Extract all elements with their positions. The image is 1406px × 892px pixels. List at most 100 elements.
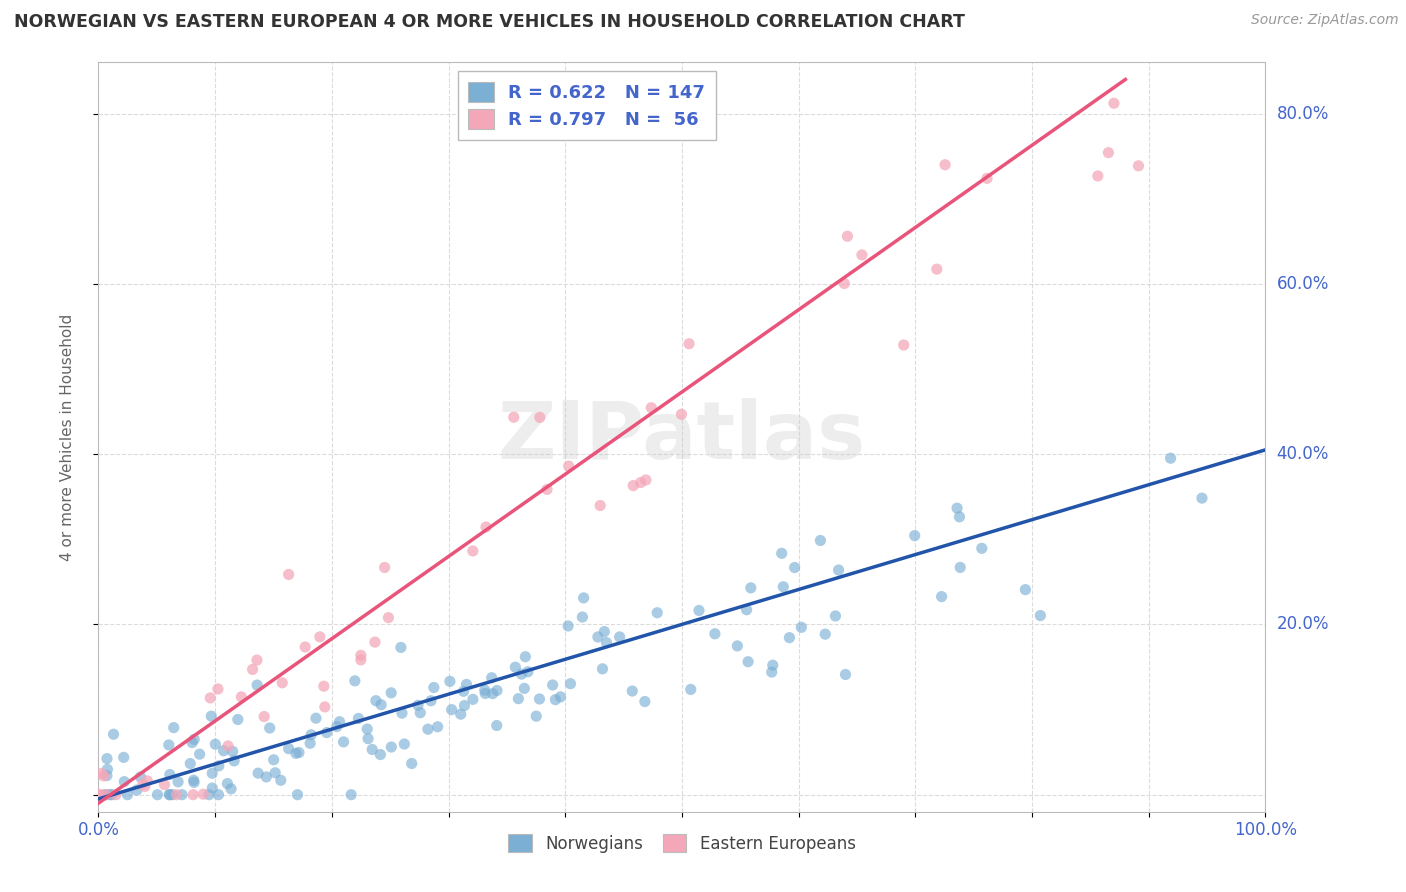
Point bbox=[502, 410, 524, 425]
Point bbox=[1128, 159, 1150, 173]
Point bbox=[340, 788, 363, 802]
Point bbox=[688, 603, 710, 617]
Point bbox=[308, 630, 330, 644]
Point bbox=[513, 681, 536, 696]
Point bbox=[90, 766, 112, 780]
Point bbox=[931, 590, 953, 604]
Point bbox=[312, 679, 335, 693]
Text: ZIPatlas: ZIPatlas bbox=[498, 398, 866, 476]
Point bbox=[621, 478, 644, 492]
Point bbox=[703, 627, 725, 641]
Point bbox=[159, 788, 181, 802]
Point bbox=[401, 756, 423, 771]
Point bbox=[247, 766, 270, 780]
Point bbox=[96, 768, 118, 782]
Point bbox=[179, 756, 201, 771]
Point bbox=[589, 499, 612, 513]
Point bbox=[609, 630, 631, 644]
Point bbox=[832, 277, 855, 291]
Point bbox=[970, 541, 993, 556]
Point bbox=[314, 700, 336, 714]
Point bbox=[453, 698, 475, 713]
Text: 40.0%: 40.0% bbox=[1277, 445, 1329, 463]
Point bbox=[377, 610, 399, 624]
Point bbox=[770, 546, 793, 560]
Point bbox=[328, 714, 350, 729]
Point bbox=[778, 631, 800, 645]
Point bbox=[326, 720, 349, 734]
Point bbox=[426, 720, 449, 734]
Point bbox=[370, 698, 392, 712]
Point bbox=[827, 563, 849, 577]
Point bbox=[406, 698, 429, 713]
Point bbox=[475, 520, 498, 534]
Point bbox=[524, 709, 547, 723]
Point bbox=[100, 788, 122, 802]
Point bbox=[132, 777, 155, 791]
Point bbox=[1087, 169, 1109, 183]
Point bbox=[193, 787, 215, 801]
Point bbox=[246, 653, 269, 667]
Point bbox=[571, 610, 593, 624]
Point bbox=[361, 742, 384, 756]
Point bbox=[976, 171, 998, 186]
Point bbox=[572, 591, 595, 605]
Point bbox=[440, 703, 463, 717]
Y-axis label: 4 or more Vehicles in Household: 4 or more Vehicles in Household bbox=[60, 313, 75, 561]
Point bbox=[253, 709, 276, 723]
Point bbox=[814, 627, 837, 641]
Point bbox=[645, 606, 668, 620]
Point bbox=[529, 410, 551, 425]
Point bbox=[96, 751, 118, 765]
Point bbox=[737, 655, 759, 669]
Point bbox=[104, 788, 127, 802]
Point bbox=[761, 665, 783, 679]
Point bbox=[772, 580, 794, 594]
Point bbox=[112, 774, 135, 789]
Point bbox=[181, 735, 204, 749]
Point bbox=[474, 683, 496, 698]
Text: 20.0%: 20.0% bbox=[1277, 615, 1329, 633]
Point bbox=[394, 737, 416, 751]
Point bbox=[207, 681, 229, 696]
Point bbox=[217, 739, 239, 753]
Point bbox=[98, 788, 121, 802]
Point bbox=[263, 753, 285, 767]
Point bbox=[146, 788, 169, 802]
Point bbox=[271, 675, 294, 690]
Point bbox=[201, 780, 224, 795]
Point bbox=[423, 681, 446, 695]
Point bbox=[634, 473, 657, 487]
Point bbox=[157, 788, 180, 802]
Point bbox=[557, 459, 579, 474]
Point bbox=[1102, 96, 1125, 111]
Point bbox=[391, 706, 413, 720]
Point bbox=[824, 609, 846, 624]
Point bbox=[96, 762, 118, 776]
Point bbox=[170, 788, 193, 802]
Point bbox=[834, 667, 856, 681]
Point bbox=[461, 692, 484, 706]
Point bbox=[294, 640, 316, 654]
Point bbox=[181, 788, 204, 802]
Point bbox=[200, 690, 222, 705]
Point bbox=[783, 560, 806, 574]
Point bbox=[226, 713, 249, 727]
Point bbox=[357, 731, 380, 746]
Point bbox=[288, 746, 311, 760]
Point bbox=[485, 683, 508, 698]
Point bbox=[347, 711, 370, 725]
Point bbox=[630, 475, 652, 490]
Point bbox=[453, 684, 475, 698]
Point bbox=[679, 682, 702, 697]
Point bbox=[550, 690, 572, 704]
Point bbox=[461, 544, 484, 558]
Point bbox=[948, 509, 970, 524]
Point bbox=[270, 773, 292, 788]
Point bbox=[287, 788, 309, 802]
Point bbox=[259, 721, 281, 735]
Point bbox=[893, 338, 915, 352]
Point bbox=[162, 788, 184, 802]
Point bbox=[299, 728, 322, 742]
Point bbox=[350, 653, 373, 667]
